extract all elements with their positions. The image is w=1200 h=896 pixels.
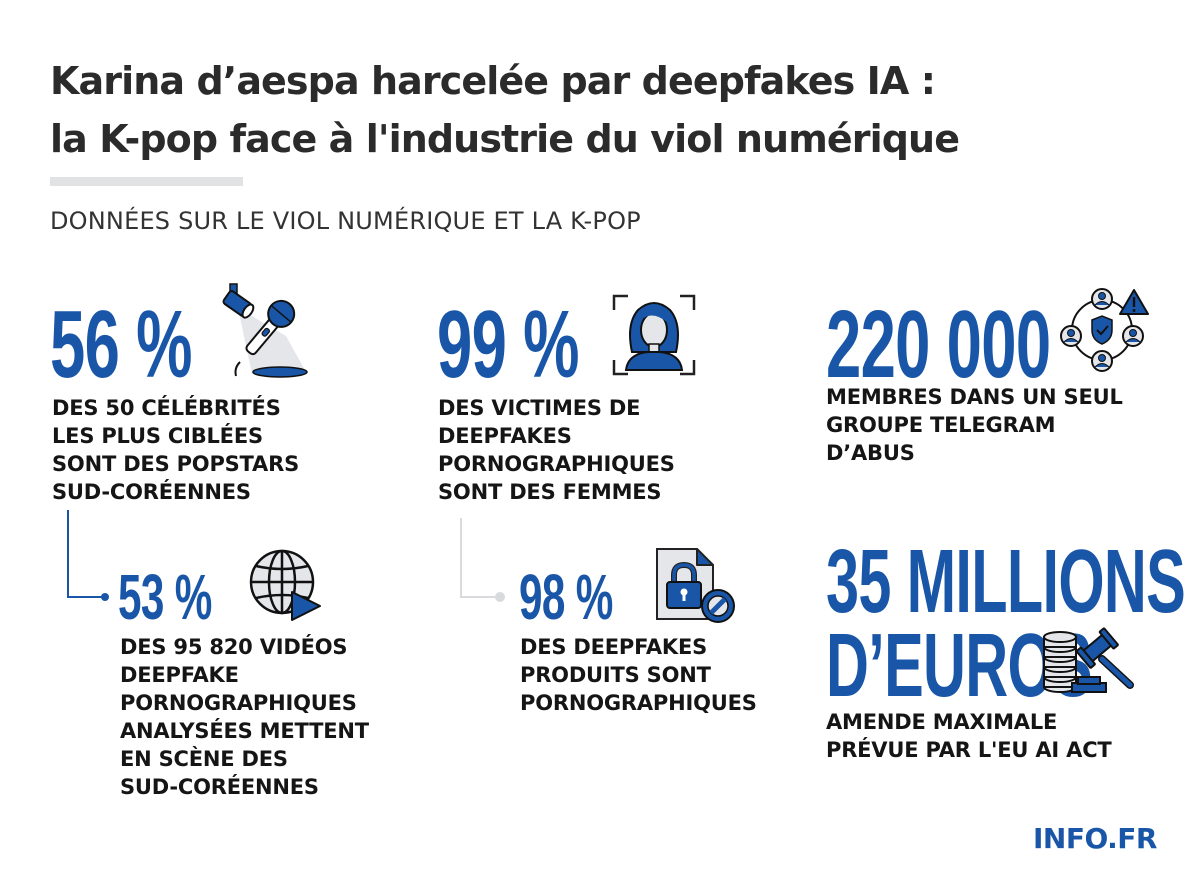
stat-description: DES 50 CÉLÉBRITÉS LES PLUS CIBLÉES SONT … xyxy=(52,396,300,504)
brand-logo: INFO.FR xyxy=(1033,822,1158,855)
title-divider xyxy=(50,177,243,186)
stat-description: DES DEEPFAKES PRODUITS SONT PORNOGRAPHIQ… xyxy=(520,635,757,715)
title-line-1: Karina d’aespa harcelée par deepfakes IA… xyxy=(50,59,936,103)
page-title: Karina d’aespa harcelée par deepfakes IA… xyxy=(50,52,960,168)
stat-description: DES VICTIMES DE DEEPFAKES PORNOGRAPHIQUE… xyxy=(438,396,675,504)
title-line-2: la K-pop face à l'industrie du viol numé… xyxy=(50,117,960,161)
microphone-spotlight-icon xyxy=(222,283,308,378)
stat-description: DES 95 820 VIDÉOS DEEPFAKE PORNOGRAPHIQU… xyxy=(120,635,369,799)
woman-face-scan-icon xyxy=(612,294,696,376)
stat-value: 99 % xyxy=(437,291,579,398)
stat-value: 53 % xyxy=(118,561,212,633)
stat-value: 98 % xyxy=(519,561,613,633)
section-subtitle: DONNÉES SUR LE VIOL NUMÉRIQUE ET LA K-PO… xyxy=(50,207,641,235)
user-node xyxy=(1091,288,1113,310)
stat-value: 56 % xyxy=(50,291,192,398)
network-users-warning-icon xyxy=(1060,288,1149,372)
globe-play-icon xyxy=(249,549,321,621)
stat-description: MEMBRES DANS UN SEUL GROUPE TELEGRAM D’A… xyxy=(826,385,1123,465)
connector-line-blue xyxy=(67,510,109,601)
coins-gavel-icon xyxy=(1043,627,1134,693)
stat-description: AMENDE MAXIMALE PRÉVUE PAR L'EU AI ACT xyxy=(826,710,1112,762)
connector-line-grey xyxy=(460,518,505,602)
stat-value: 220 000 xyxy=(826,291,1051,398)
locked-file-prohibited-icon xyxy=(656,548,735,623)
